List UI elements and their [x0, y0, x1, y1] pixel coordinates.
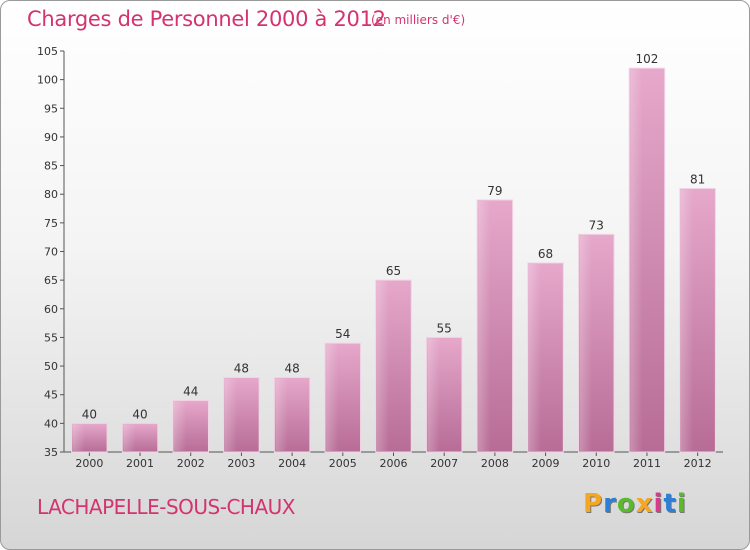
bar-highlight	[376, 281, 390, 451]
y-tick-label: 105	[37, 45, 58, 58]
bar-value-label: 79	[487, 184, 502, 198]
x-tick-label: 2003	[227, 457, 255, 470]
y-tick-label: 80	[44, 188, 58, 201]
y-tick-label: 75	[44, 217, 58, 230]
y-tick-label: 40	[44, 417, 58, 430]
bar-highlight	[427, 338, 440, 451]
logo-letter: i	[653, 489, 664, 519]
bar-value-label: 40	[82, 407, 97, 421]
x-tick-label: 2010	[582, 457, 610, 470]
x-tick-label: 2011	[633, 457, 661, 470]
y-tick-label: 50	[44, 360, 58, 373]
y-tick-label: 70	[44, 246, 58, 259]
x-tick-label: 2004	[278, 457, 306, 470]
x-tick-label: 2012	[684, 457, 712, 470]
bar-value-label: 40	[132, 407, 147, 421]
x-tick-label: 2007	[430, 457, 458, 470]
bar-highlight	[275, 378, 288, 451]
proxiti-logo: Proxiti	[583, 489, 687, 519]
bar-value-label: 102	[636, 52, 659, 66]
x-tick-label: 2005	[329, 457, 357, 470]
bar-highlight	[72, 424, 86, 451]
tick-labels: 35 40 45 50 55 60 65 70 75 80 85 90 95 100 105 40 2000 40…	[37, 45, 712, 470]
y-tick-label: 95	[44, 102, 58, 115]
bar-highlight	[224, 378, 238, 451]
x-tick-label: 2000	[75, 457, 103, 470]
y-tick-label: 60	[44, 303, 58, 316]
bar-value-label: 81	[690, 172, 705, 186]
logo-letter: i	[676, 489, 687, 519]
bar-highlight	[326, 344, 339, 451]
bar-value-label: 68	[538, 247, 553, 261]
bar-value-label: 73	[589, 218, 604, 232]
bar-value-label: 44	[183, 384, 198, 398]
y-tick-label: 65	[44, 274, 58, 287]
logo-letter: o	[616, 489, 636, 519]
y-tick-label: 85	[44, 160, 58, 173]
x-tick-label: 2009	[532, 457, 560, 470]
bar-value-label: 48	[234, 362, 249, 376]
logo-letter: t	[663, 489, 677, 519]
bar-highlight	[123, 424, 136, 451]
y-tick-label: 55	[44, 331, 58, 344]
bar-value-label: 48	[284, 362, 299, 376]
bar-value-label: 54	[335, 327, 350, 341]
bar-value-label: 55	[437, 321, 452, 335]
y-tick-label: 90	[44, 131, 58, 144]
place-name: LACHAPELLE-SOUS-CHAUX	[37, 495, 295, 519]
logo-letter: P	[583, 489, 604, 519]
bar-highlight	[680, 189, 694, 451]
logo-letter: x	[635, 489, 654, 519]
bar-value-label: 65	[386, 264, 401, 278]
bar-highlight	[630, 69, 643, 451]
x-tick-label: 2008	[481, 457, 509, 470]
x-tick-label: 2006	[380, 457, 408, 470]
bar-highlight	[579, 235, 592, 451]
bar-highlight	[173, 401, 187, 451]
x-tick-label: 2001	[126, 457, 154, 470]
x-tick-label: 2002	[177, 457, 205, 470]
logo-letter: r	[603, 489, 617, 519]
y-tick-label: 100	[37, 74, 58, 87]
chart-subtitle: (en milliers d'€)	[371, 13, 466, 27]
bar-highlight	[478, 200, 491, 451]
bar-highlight	[528, 263, 542, 451]
y-tick-label: 35	[44, 446, 58, 459]
y-tick-label: 45	[44, 389, 58, 402]
bars	[71, 67, 716, 453]
chart-title: Charges de Personnel 2000 à 2012	[27, 7, 386, 31]
